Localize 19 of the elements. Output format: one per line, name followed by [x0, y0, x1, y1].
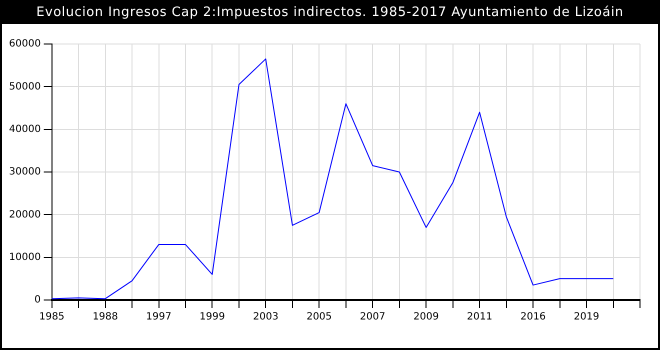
x-tick-label: 2007 — [360, 312, 386, 323]
y-tick-label: 40000 — [9, 124, 41, 135]
x-tick-label: 2019 — [574, 312, 600, 323]
y-tick-label: 60000 — [9, 38, 41, 50]
y-tick-label: 0 — [34, 294, 41, 306]
x-tick-label: 1999 — [200, 312, 225, 323]
y-tick-label: 20000 — [9, 209, 41, 220]
x-tick-label: 2005 — [306, 312, 332, 323]
chart-title: Evolucion Ingresos Cap 2:Impuestos indirectos. 1985-2017 Ayuntamiento de Lizoáin — [2, 2, 658, 24]
x-tick-label: 2009 — [413, 312, 439, 323]
x-tick-label: 1988 — [92, 312, 118, 323]
y-tick-label: 10000 — [9, 252, 41, 263]
y-tick-label: 30000 — [9, 166, 41, 178]
x-tick-label: 2003 — [252, 312, 278, 323]
y-tick-label: 50000 — [9, 81, 41, 92]
x-tick-label: 1985 — [39, 312, 65, 323]
x-tick-label: 2016 — [520, 312, 546, 323]
x-tick-label: 2011 — [466, 312, 492, 323]
x-tick-label: 1997 — [146, 312, 172, 323]
